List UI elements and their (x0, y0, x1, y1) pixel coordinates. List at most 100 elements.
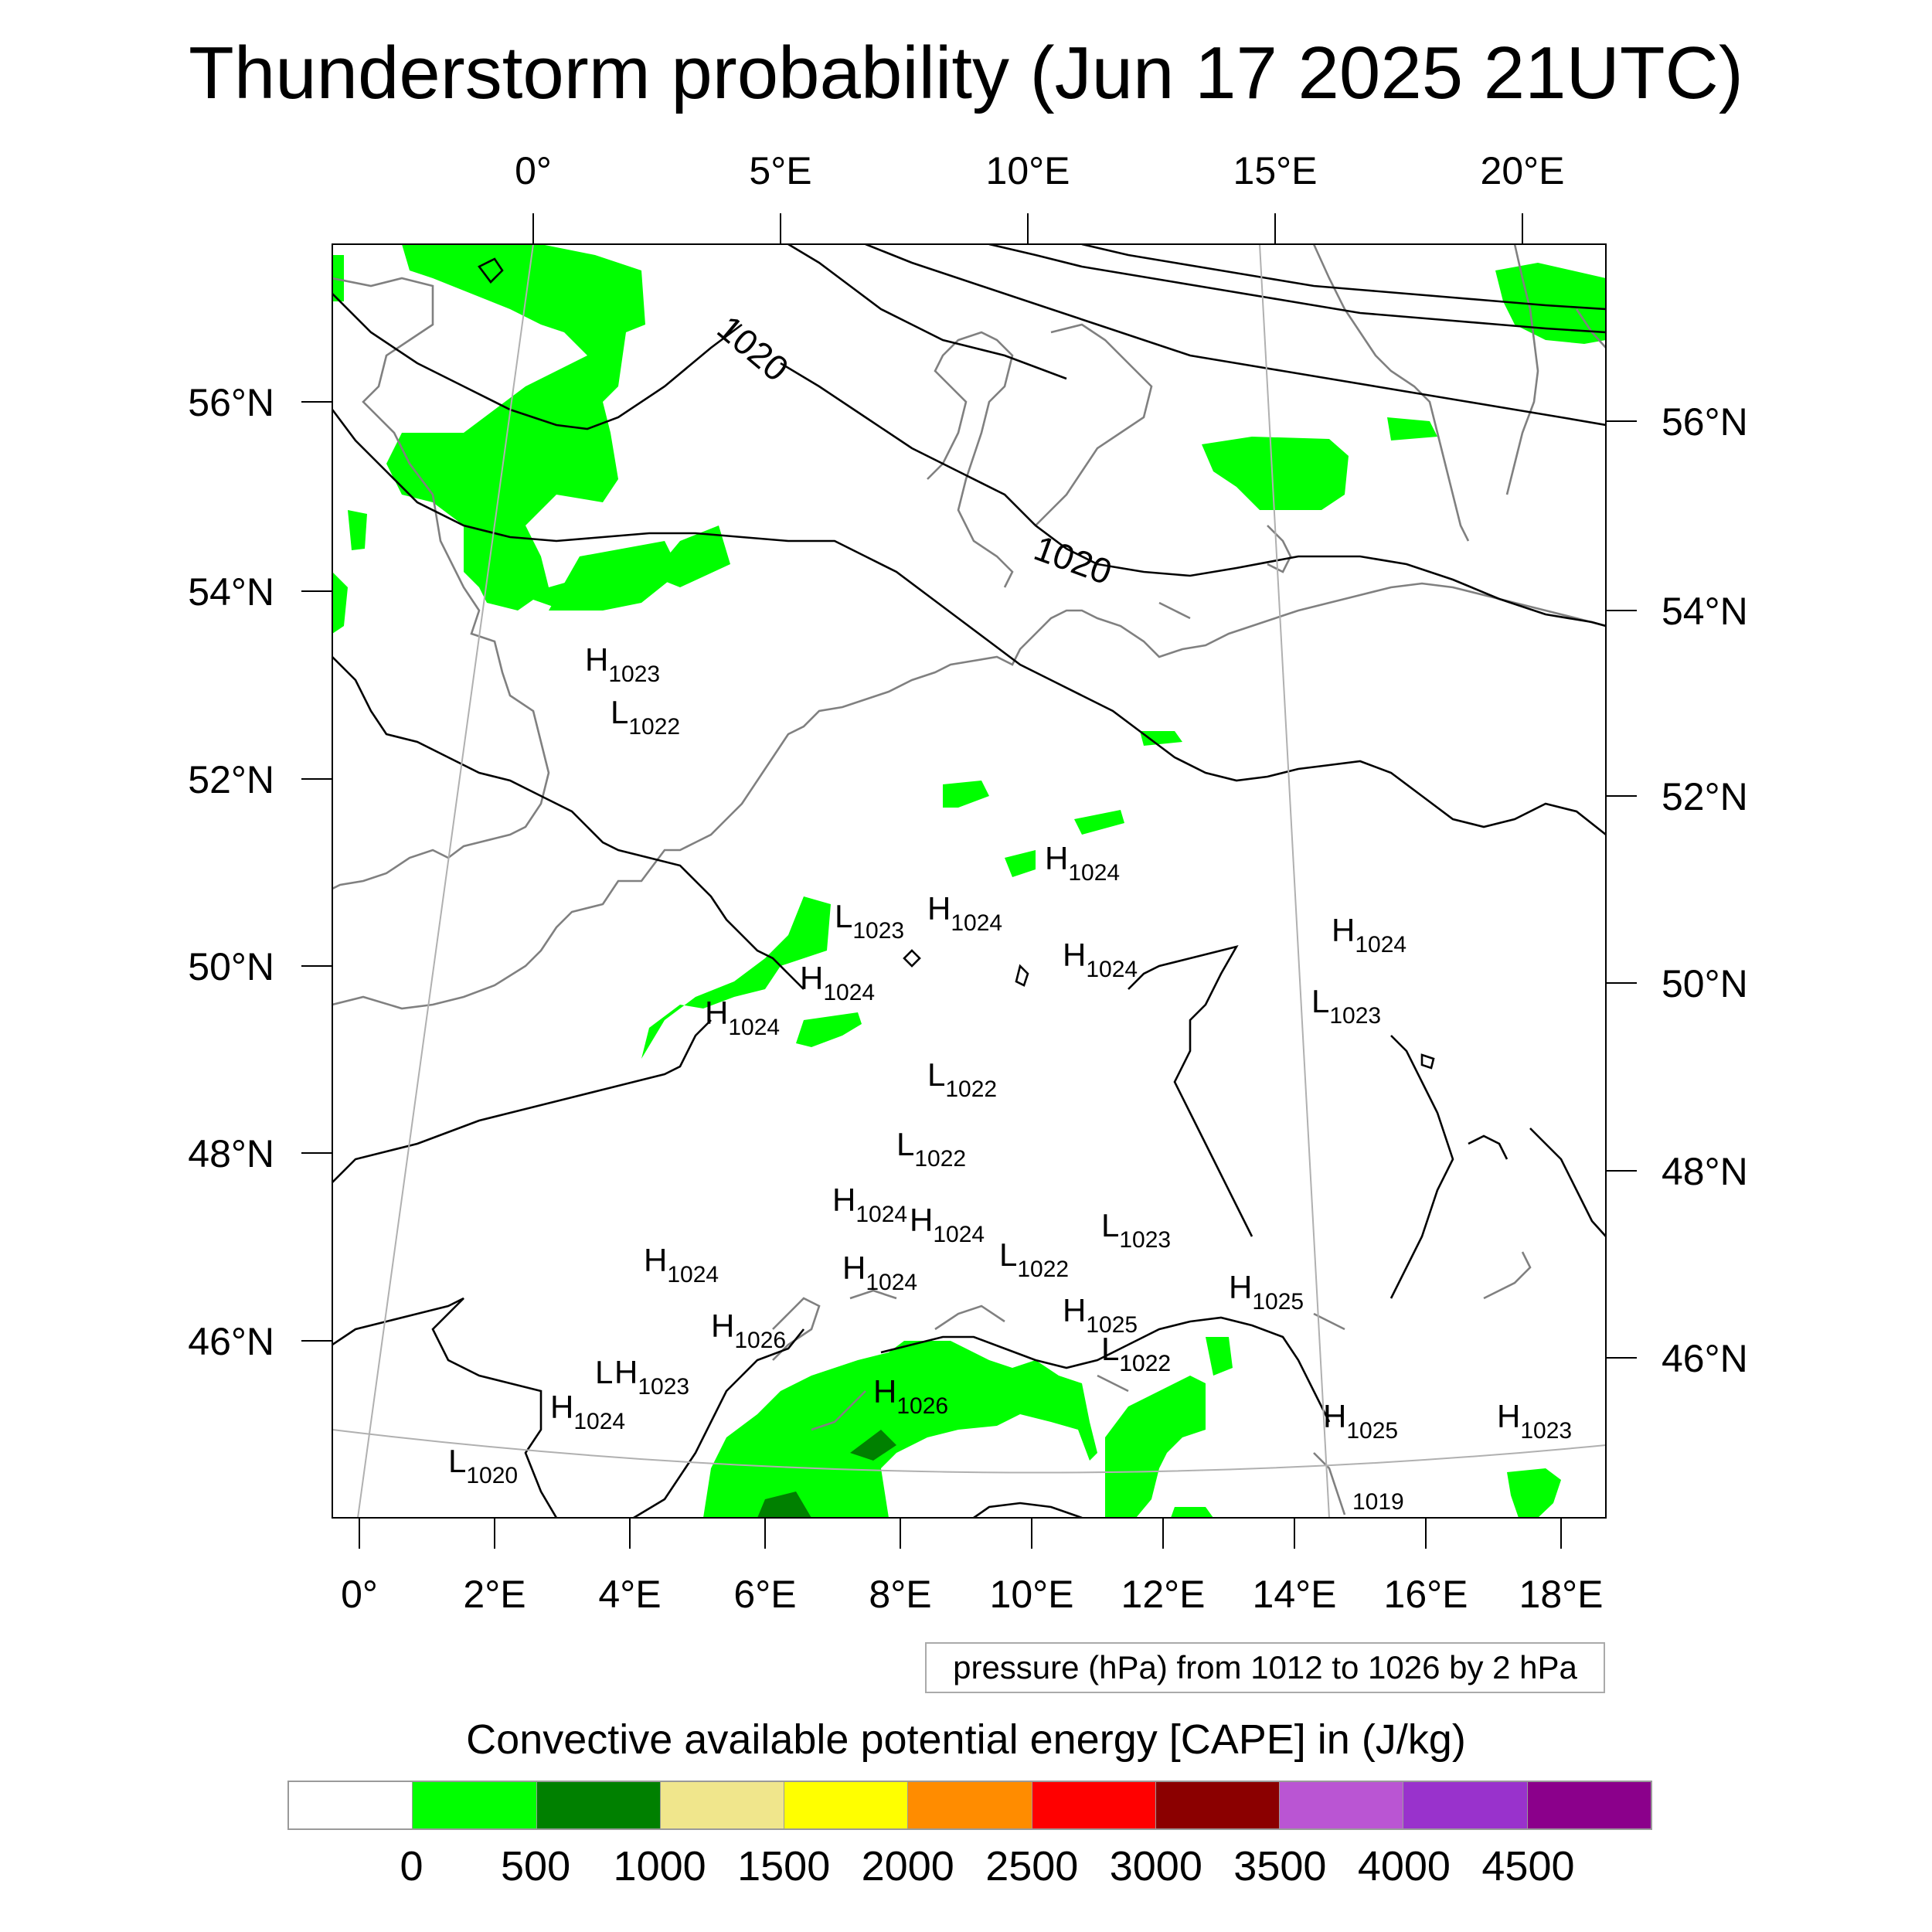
isobars (332, 244, 1606, 1518)
pressure-center-label: L1023 (1101, 1207, 1171, 1253)
bottom-lon-label: 16°E (1384, 1573, 1468, 1616)
left-lat-label: 56°N (188, 381, 274, 424)
top-lon-label: 20°E (1481, 149, 1565, 192)
colorbar-swatch (1527, 1782, 1651, 1828)
cape-area-east-alps (1105, 1376, 1206, 1518)
pressure-center-label: L1022 (999, 1236, 1069, 1282)
left-lat-label: 54°N (188, 570, 274, 614)
colorbar-swatch (784, 1782, 909, 1828)
pressure-center-label: H1024 (1332, 912, 1406, 957)
pressure-center-label: H1024 (842, 1250, 917, 1295)
cape-area-north-sea (386, 244, 730, 611)
cape-area-sweden-small (1387, 417, 1437, 440)
pressure-center-label: L1022 (1101, 1331, 1171, 1376)
cape-area-dark-1 (757, 1492, 811, 1518)
right-lat-label: 48°N (1662, 1150, 1748, 1193)
top-lon-label: 0° (515, 149, 552, 192)
top-lon-label: 5°E (749, 149, 811, 192)
colorbar-swatch (1155, 1782, 1281, 1828)
pressure-center-label: H1026 (711, 1308, 786, 1353)
pressure-center-label: H1024 (1063, 937, 1138, 982)
right-lat-label: 50°N (1662, 962, 1748, 1005)
pressure-center-label: L1022 (611, 694, 680, 740)
colorbar-tick-label: 2500 (985, 1843, 1079, 1889)
colorbar-tick-label: 4500 (1481, 1843, 1575, 1889)
cape-area-streak (549, 541, 680, 611)
coastlines (332, 244, 1606, 1515)
pressure-center-label: L (595, 1354, 613, 1390)
top-lon-label: 10°E (986, 149, 1070, 192)
colorbar-tick-label: 4000 (1357, 1843, 1451, 1889)
pressure-center-label: L1023 (835, 898, 904, 944)
cape-area-hungary-se (1507, 1468, 1561, 1518)
bottom-lon-label: 12°E (1121, 1573, 1206, 1616)
cape-area-czech (1074, 810, 1124, 835)
colorbar-swatch (1403, 1782, 1528, 1828)
graticule (332, 244, 1606, 1518)
colorbar-tick-label: 2000 (861, 1843, 954, 1889)
pressure-center-label: H1024 (800, 960, 875, 1005)
cape-area-poland (1140, 731, 1182, 746)
bottom-lon-label: 0° (341, 1573, 378, 1616)
cape-area-ne (1005, 850, 1036, 877)
pressure-center-label: H1024 (705, 995, 780, 1040)
left-lat-label: 48°N (188, 1132, 274, 1175)
cape-area-slovenia (1206, 1337, 1233, 1376)
pressure-center-label: H1024 (927, 890, 1002, 936)
pressure-center-label: H1023 (585, 641, 660, 687)
pressure-center-label: H1025 (1229, 1269, 1304, 1315)
colorbar-title: Convective available potential energy [C… (466, 1716, 1466, 1763)
bottom-lon-label: 2°E (463, 1573, 526, 1616)
cape-area-west-edge (332, 255, 344, 301)
colorbar-tick-label: 3000 (1109, 1843, 1202, 1889)
cape-area-baltic (1202, 437, 1349, 510)
bottom-lon-label: 6°E (733, 1573, 796, 1616)
axis-labels: 0° 5°E 10°E 15°E 20°E 0° 2°E 4°E 6°E 8°E 10°E 12°E 1… (188, 149, 1747, 1616)
map-area (332, 244, 1606, 1518)
cape-area-west-coast (332, 572, 348, 634)
map-title: Thunderstorm probability (Jun 17 2025 21… (189, 32, 1743, 114)
top-lon-label: 15°E (1233, 149, 1318, 192)
map-frame (332, 243, 1607, 1519)
bottom-lon-label: 8°E (869, 1573, 931, 1616)
colorbar-tick-label: 1500 (737, 1843, 831, 1889)
colorbar-tick-label: 1000 (613, 1843, 706, 1889)
left-lat-label: 46°N (188, 1320, 274, 1363)
pressure-center-label: H1023 (614, 1354, 689, 1400)
colorbar-tick-label: 500 (501, 1843, 571, 1889)
colorbar-swatch (536, 1782, 661, 1828)
cape-shading (332, 244, 1606, 1518)
colorbar-swatch (660, 1782, 785, 1828)
cape-area-italy-bottom (1171, 1507, 1213, 1518)
pressure-center-label: H1025 (1063, 1292, 1138, 1338)
left-lat-label: 52°N (188, 758, 274, 801)
colorbar-swatch (1280, 1782, 1404, 1828)
cape-area-alps (703, 1341, 1097, 1518)
pressure-center-label: L1022 (927, 1056, 997, 1102)
cape-area-belgium (641, 896, 831, 1059)
bottom-lon-label: 4°E (598, 1573, 661, 1616)
pressure-center-label: H1025 (1323, 1398, 1398, 1444)
isobar-label-1: 1020 (710, 308, 797, 389)
cape-area-dark-2 (850, 1430, 896, 1461)
pressure-center-label: H1024 (550, 1389, 625, 1434)
bottom-lon-label: 10°E (990, 1573, 1074, 1616)
right-lat-label: 56°N (1662, 400, 1748, 444)
colorbar-swatch (908, 1782, 1032, 1828)
bottom-lon-label: 14°E (1253, 1573, 1337, 1616)
right-lat-label: 54°N (1662, 590, 1748, 633)
pressure-center-label: H1024 (1045, 840, 1120, 886)
pressure-center-label: H1024 (832, 1182, 907, 1227)
pressure-center-label: H1026 (873, 1373, 948, 1419)
cape-colorbar (287, 1781, 1652, 1830)
colorbar-swatch (289, 1782, 413, 1828)
contour-info-box: pressure (hPa) from 1012 to 1026 by 2 hP… (925, 1642, 1605, 1693)
bottom-lon-label: 18°E (1519, 1573, 1604, 1616)
left-lat-label: 50°N (188, 945, 274, 988)
axis-ticks (301, 213, 1637, 1549)
right-lat-label: 46°N (1662, 1337, 1748, 1380)
colorbar-tick-label: 0 (400, 1843, 423, 1889)
colorbar-tick-label: 3500 (1233, 1843, 1327, 1889)
pressure-center-label: H1023 (1497, 1398, 1572, 1444)
